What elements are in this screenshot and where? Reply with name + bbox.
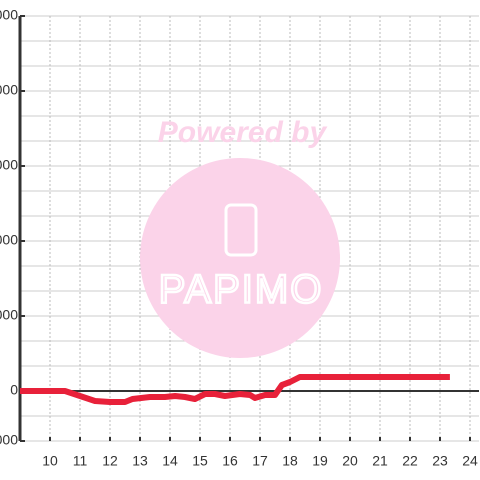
x-tick-label: 17 (252, 453, 268, 469)
x-tick-label: 16 (222, 453, 238, 469)
y-tick-label: 120,000 (0, 82, 18, 98)
x-tick-label: 20 (342, 453, 358, 469)
y-tick-label: 30,000 (0, 307, 18, 323)
x-tick-label: 18 (282, 453, 298, 469)
x-tick-label: 23 (432, 453, 448, 469)
x-tick-label: 10 (42, 453, 58, 469)
y-tick-label: -20,000 (0, 432, 18, 448)
y-tick-label: 0 (10, 382, 18, 398)
x-tick-label: 13 (132, 453, 148, 469)
y-tick-label: 90,000 (0, 157, 18, 173)
x-tick-label: 22 (402, 453, 418, 469)
x-tick-label: 12 (102, 453, 118, 469)
x-tick-label: 14 (162, 453, 178, 469)
y-tick-label: 60,000 (0, 232, 18, 248)
x-tick-label: 15 (192, 453, 208, 469)
y-tick-label: 150,000 (0, 7, 18, 23)
watermark-icon (224, 203, 258, 257)
data-line (20, 374, 450, 405)
x-tick-label: 21 (372, 453, 388, 469)
x-tick-label: 19 (312, 453, 328, 469)
watermark: Powered by PAPIMO (140, 116, 340, 358)
x-tick-label: 11 (73, 453, 88, 469)
watermark-logo: PAPIMO (159, 268, 324, 312)
watermark-text: Powered by (158, 116, 328, 149)
watermark-circle (140, 158, 340, 358)
x-tick-label: 24 (462, 453, 478, 469)
